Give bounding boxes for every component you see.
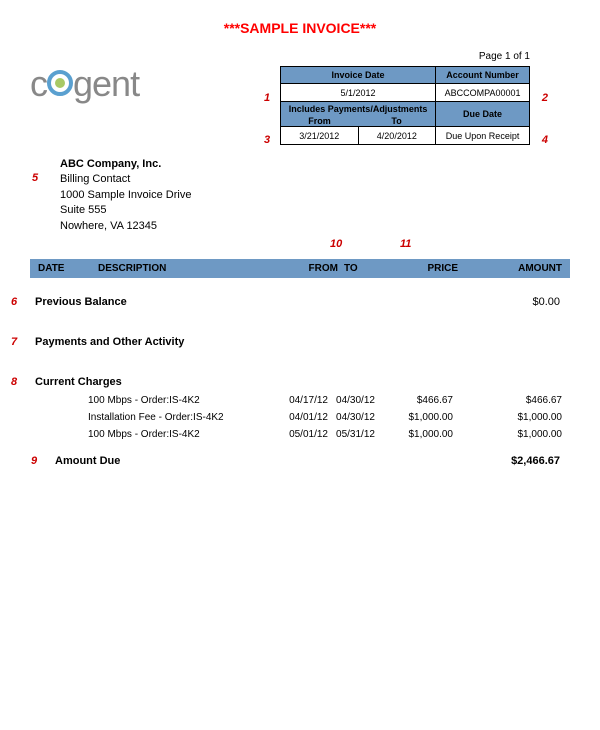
billing-contact: Billing Contact: [60, 172, 570, 187]
marker-6: 6: [11, 296, 17, 308]
due-date-value: Due Upon Receipt: [436, 127, 530, 145]
amount-due-section: 9 Amount Due $2,466.67: [55, 455, 570, 467]
previous-balance-amount: $0.00: [532, 296, 560, 308]
amount-due-label: Amount Due: [55, 455, 120, 467]
previous-balance-section: 6 Previous Balance $0.00: [35, 296, 570, 308]
charge-amount: $466.67: [453, 395, 562, 406]
charge-desc: Installation Fee - Order:IS-4K2: [38, 412, 273, 423]
company-name: ABC Company, Inc.: [60, 157, 570, 172]
charge-price: $1,000.00: [383, 429, 453, 440]
marker-1: 1: [264, 92, 270, 104]
marker-5: 5: [32, 171, 38, 186]
charge-to: 05/31/12: [328, 429, 383, 440]
invoice-date-value: 5/1/2012: [281, 84, 436, 102]
marker-9: 9: [31, 455, 37, 467]
marker-10: 10: [330, 238, 342, 250]
charge-price: $1,000.00: [383, 412, 453, 423]
payments-label: Payments and Other Activity: [35, 336, 184, 348]
marker-8: 8: [11, 376, 17, 388]
billing-address: 5 ABC Company, Inc. Billing Contact 1000…: [60, 157, 570, 234]
charge-row: 100 Mbps - Order:IS-4K2 05/01/12 05/31/1…: [30, 426, 570, 443]
marker-2: 2: [542, 92, 548, 104]
logo-c: c: [30, 63, 47, 104]
includes-header: Includes Payments/Adjustments: [281, 102, 435, 116]
charge-row: 100 Mbps - Order:IS-4K2 04/17/12 04/30/1…: [30, 392, 570, 409]
marker-4: 4: [542, 134, 548, 146]
amount-due-value: $2,466.67: [511, 455, 560, 467]
street-address: 1000 Sample Invoice Drive: [60, 188, 570, 203]
to-header: To: [358, 116, 435, 126]
current-charges-label: Current Charges: [35, 376, 122, 388]
account-number-header: Account Number: [436, 67, 530, 84]
current-charges-section: 8 Current Charges: [35, 376, 570, 388]
suite: Suite 555: [60, 203, 570, 218]
charge-desc: 100 Mbps - Order:IS-4K2: [38, 429, 273, 440]
charge-price: $466.67: [383, 395, 453, 406]
from-header: From: [281, 116, 358, 126]
logo-o-icon: [47, 70, 73, 96]
charge-to: 04/30/12: [328, 395, 383, 406]
sample-invoice-title: ***SAMPLE INVOICE***: [30, 20, 570, 36]
to-date-value: 4/20/2012: [358, 127, 436, 145]
col-to: TO: [338, 263, 378, 274]
invoice-date-header: Invoice Date: [281, 67, 436, 84]
column-header-row: DATE DESCRIPTION FROM TO PRICE AMOUNT: [30, 259, 570, 278]
col-date: DATE: [38, 263, 98, 274]
page-number: Page 1 of 1: [30, 51, 570, 62]
charge-row: Installation Fee - Order:IS-4K2 04/01/12…: [30, 409, 570, 426]
charge-from: 04/17/12: [273, 395, 328, 406]
account-number-value: ABCCOMPA00001: [436, 84, 530, 102]
payments-section: 7 Payments and Other Activity: [35, 336, 570, 348]
charge-from: 05/01/12: [273, 429, 328, 440]
previous-balance-label: Previous Balance: [35, 296, 127, 308]
col-amount: AMOUNT: [458, 263, 562, 274]
from-date-value: 3/21/2012: [281, 127, 359, 145]
city-state-zip: Nowhere, VA 12345: [60, 219, 570, 234]
marker-3: 3: [264, 134, 270, 146]
marker-7: 7: [11, 336, 17, 348]
charge-amount: $1,000.00: [453, 429, 562, 440]
cogent-logo: cgent: [30, 66, 139, 102]
marker-11: 11: [400, 238, 411, 250]
due-date-header: Due Date: [436, 102, 530, 127]
charge-desc: 100 Mbps - Order:IS-4K2: [38, 395, 273, 406]
charge-amount: $1,000.00: [453, 412, 562, 423]
logo-gent: gent: [73, 63, 139, 104]
charge-from: 04/01/12: [273, 412, 328, 423]
col-description: DESCRIPTION: [98, 263, 288, 274]
invoice-info-box: Invoice Date Account Number 5/1/2012 ABC…: [280, 66, 530, 145]
col-price: PRICE: [378, 263, 458, 274]
charge-rows: 100 Mbps - Order:IS-4K2 04/17/12 04/30/1…: [30, 392, 570, 443]
col-from: FROM: [288, 263, 338, 274]
charge-to: 04/30/12: [328, 412, 383, 423]
